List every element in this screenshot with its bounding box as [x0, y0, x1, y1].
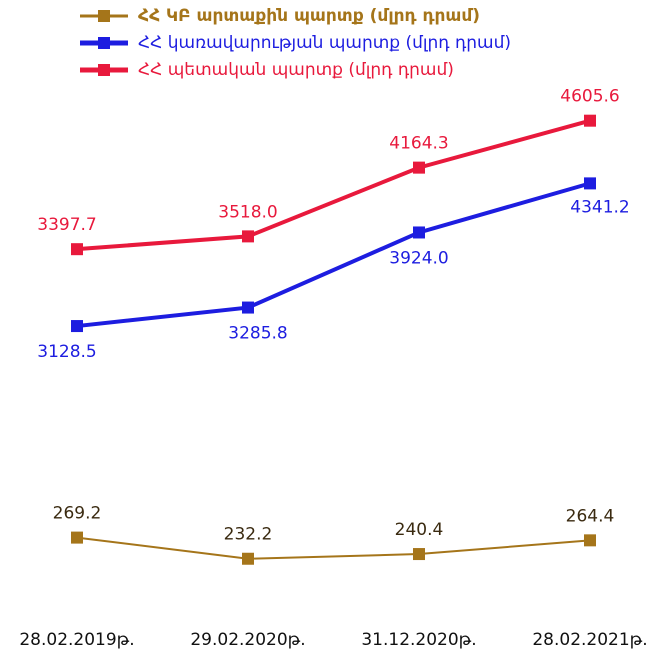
legend-marker: [98, 37, 110, 49]
x-tick-label: 31.12.2020թ.: [361, 630, 476, 650]
data-point: [413, 548, 425, 560]
data-point: [584, 534, 596, 546]
legend-marker: [98, 64, 110, 76]
data-label: 4341.2: [570, 197, 629, 217]
series-line: [77, 121, 590, 250]
data-label: 264.4: [566, 506, 615, 526]
legend-label: ՀՀ կառավարության պարտք (մլրդ դրամ): [138, 33, 511, 53]
data-point: [242, 553, 254, 565]
legend-marker: [98, 10, 110, 22]
data-point: [71, 320, 83, 332]
data-label: 4605.6: [560, 87, 619, 107]
data-point: [242, 230, 254, 242]
data-label: 232.2: [224, 525, 273, 545]
x-tick-label: 28.02.2021թ.: [532, 630, 647, 650]
data-label: 3285.8: [228, 324, 287, 344]
series-line: [77, 538, 590, 559]
data-point: [584, 115, 596, 127]
data-label: 3924.0: [389, 248, 448, 268]
data-point: [71, 243, 83, 255]
data-label: 3128.5: [37, 342, 96, 362]
data-label: 3397.7: [37, 215, 96, 235]
series-line: [77, 183, 590, 326]
data-point: [584, 177, 596, 189]
data-point: [413, 162, 425, 174]
x-tick-label: 29.02.2020թ.: [190, 630, 305, 650]
data-point: [413, 226, 425, 238]
data-point: [71, 532, 83, 544]
data-point: [242, 302, 254, 314]
chart: 28.02.2019թ. 29.02.2020թ. 31.12.2020թ. 28.0…: [0, 0, 656, 657]
data-label: 3518.0: [218, 202, 277, 222]
data-label: 4164.3: [389, 134, 448, 154]
legend-label: ՀՀ պետական պարտք (մլրդ դրամ): [138, 60, 454, 80]
data-label: 240.4: [395, 520, 444, 540]
data-label: 269.2: [53, 504, 102, 524]
legend-label: ՀՀ ԿԲ արտաքին պարտք (մլրդ դրամ): [138, 6, 480, 26]
x-tick-label: 28.02.2019թ.: [19, 630, 134, 650]
